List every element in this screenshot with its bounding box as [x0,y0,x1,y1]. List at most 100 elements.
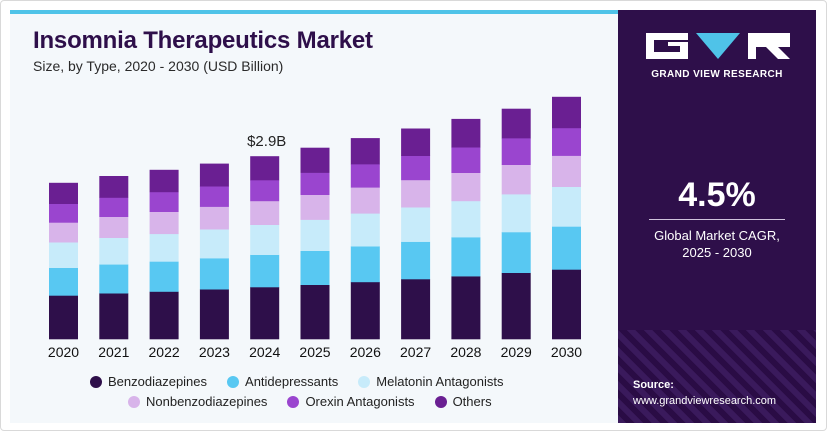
bar-segment-2020-5 [49,182,78,204]
bar-segment-2030-1 [552,226,581,270]
x-tick-label: 2025 [299,344,330,360]
x-tick-label: 2022 [149,344,180,360]
bar-segment-2026-5 [350,138,380,165]
bar-segment-2026-3 [350,187,380,214]
bar-segment-2022-5 [149,169,179,193]
legend-dot-icon [434,395,447,408]
bar-segment-2026-2 [350,213,380,247]
cagr-divider [649,219,785,220]
bar-segment-2027-5 [401,128,431,156]
cagr-label-line2: 2025 - 2030 [682,245,752,260]
bar-segment-2025-2 [300,219,330,251]
sidebar-panel: GRAND VIEW RESEARCH 4.5% Global Market C… [618,10,816,423]
bar-segment-2030-3 [552,155,581,187]
legend-item: Antidepressants [227,374,338,389]
source-url: www.grandviewresearch.com [633,395,777,407]
bar-segment-2029-2 [501,194,531,233]
legend-label: Antidepressants [245,374,339,389]
bar-segment-2029-5 [501,108,531,139]
bar-segment-2021-3 [99,216,129,238]
accent-bar [10,10,618,14]
bar-segment-2029-4 [501,138,531,165]
cagr-label: Global Market CAGR, 2025 - 2030 [618,227,816,261]
legend-label: Others [452,394,492,409]
bar-segment-2021-5 [99,176,129,198]
bar-segment-2024-2 [250,224,280,255]
data-label-2024: $2.9B [247,133,286,150]
bar-segment-2027-0 [401,279,431,340]
bar-segment-2020-1 [49,267,78,296]
bar-segment-2028-5 [451,118,481,148]
bar-segment-2025-0 [300,284,330,340]
x-tick-label: 2027 [400,344,431,360]
bar-segment-2020-2 [49,242,78,268]
bar-segment-2026-4 [350,164,380,188]
legend-item: Benzodiazepines [90,374,207,389]
bar-segment-2028-1 [451,237,481,277]
cagr-label-line1: Global Market CAGR, [654,228,780,243]
legend-dot-icon [287,395,300,408]
bar-segment-2021-0 [99,293,129,340]
bar-segment-2029-0 [501,272,531,340]
bar-segment-2025-3 [300,194,330,220]
legend-label: Benzodiazepines [108,374,208,389]
bar-segment-2030-0 [552,269,581,340]
bar-segment-2024-3 [250,200,280,225]
sidebar-decoration [618,330,816,423]
bar-segment-2021-2 [99,237,129,265]
bar-segment-2024-5 [250,156,280,181]
legend-label: Nonbenzodiazepines [146,394,268,409]
x-tick-label: 2023 [199,344,230,360]
bar-segment-2024-4 [250,180,280,202]
bar-segment-2026-1 [350,246,380,283]
bar-segment-2028-3 [451,172,481,202]
bar-segment-2024-0 [250,286,280,340]
legend-label: Orexin Antagonists [305,394,415,409]
bar-segment-2020-3 [49,222,78,243]
stacked-bar-chart: 2020 2021 2022 2023 2024 $2.9B 2025 2026 2027 202… [48,96,582,360]
bar-segment-2029-3 [501,164,531,195]
bar-segment-2020-4 [49,203,78,223]
bar-segment-2025-5 [300,147,330,173]
bar-segment-2023-2 [199,229,229,259]
bar-segment-2023-1 [199,258,229,290]
legend-dot-icon [128,395,140,408]
bar-segment-2027-4 [401,155,431,181]
legend-item: Others [434,394,492,409]
legend-dot-icon [227,375,240,388]
legend-item: Nonbenzodiazepines [128,394,267,409]
x-tick-label: 2026 [350,344,381,360]
bar-segment-2023-0 [199,289,229,340]
gvr-logo-icon [646,33,790,59]
chart-title: Insomnia Therapeutics Market [33,27,373,54]
bar-segment-2025-4 [300,172,330,195]
x-tick-label: 2021 [98,344,129,360]
bar-segment-2028-2 [451,200,481,238]
bar-segment-2023-5 [199,163,229,187]
bar-segment-2027-2 [401,207,431,242]
bar-segment-2023-4 [199,186,229,207]
legend-row-2: Nonbenzodiazepines Orexin Antagonists Othe… [128,394,512,409]
bar-segment-2022-4 [149,191,179,212]
legend-dot-icon [90,375,102,388]
x-tick-label: 2029 [501,344,532,360]
bar-segment-2025-1 [300,250,330,285]
bar-segment-2020-0 [49,295,78,340]
chart-subtitle: Size, by Type, 2020 - 2030 (USD Billion) [33,58,284,74]
bar-segment-2030-2 [552,186,581,227]
bar-segment-2030-5 [552,96,581,129]
legend-item: Melatonin Antagonists [358,374,503,389]
bar-segment-2024-1 [250,254,280,288]
brand-name: GRAND VIEW RESEARCH [651,69,783,80]
x-tick-label: 2020 [48,344,79,360]
bar-segment-2022-1 [149,261,179,292]
legend-item: Orexin Antagonists [287,394,415,409]
bar-segment-2022-2 [149,233,179,262]
source-label: Source: [633,379,674,391]
legend-row-1: Benzodiazepines Antidepressants Melatonin … [90,374,523,389]
bar-segment-2027-3 [401,180,431,208]
x-tick-label: 2028 [450,344,481,360]
bar-segment-2023-3 [199,206,229,230]
x-tick-label: 2024 [249,344,280,360]
